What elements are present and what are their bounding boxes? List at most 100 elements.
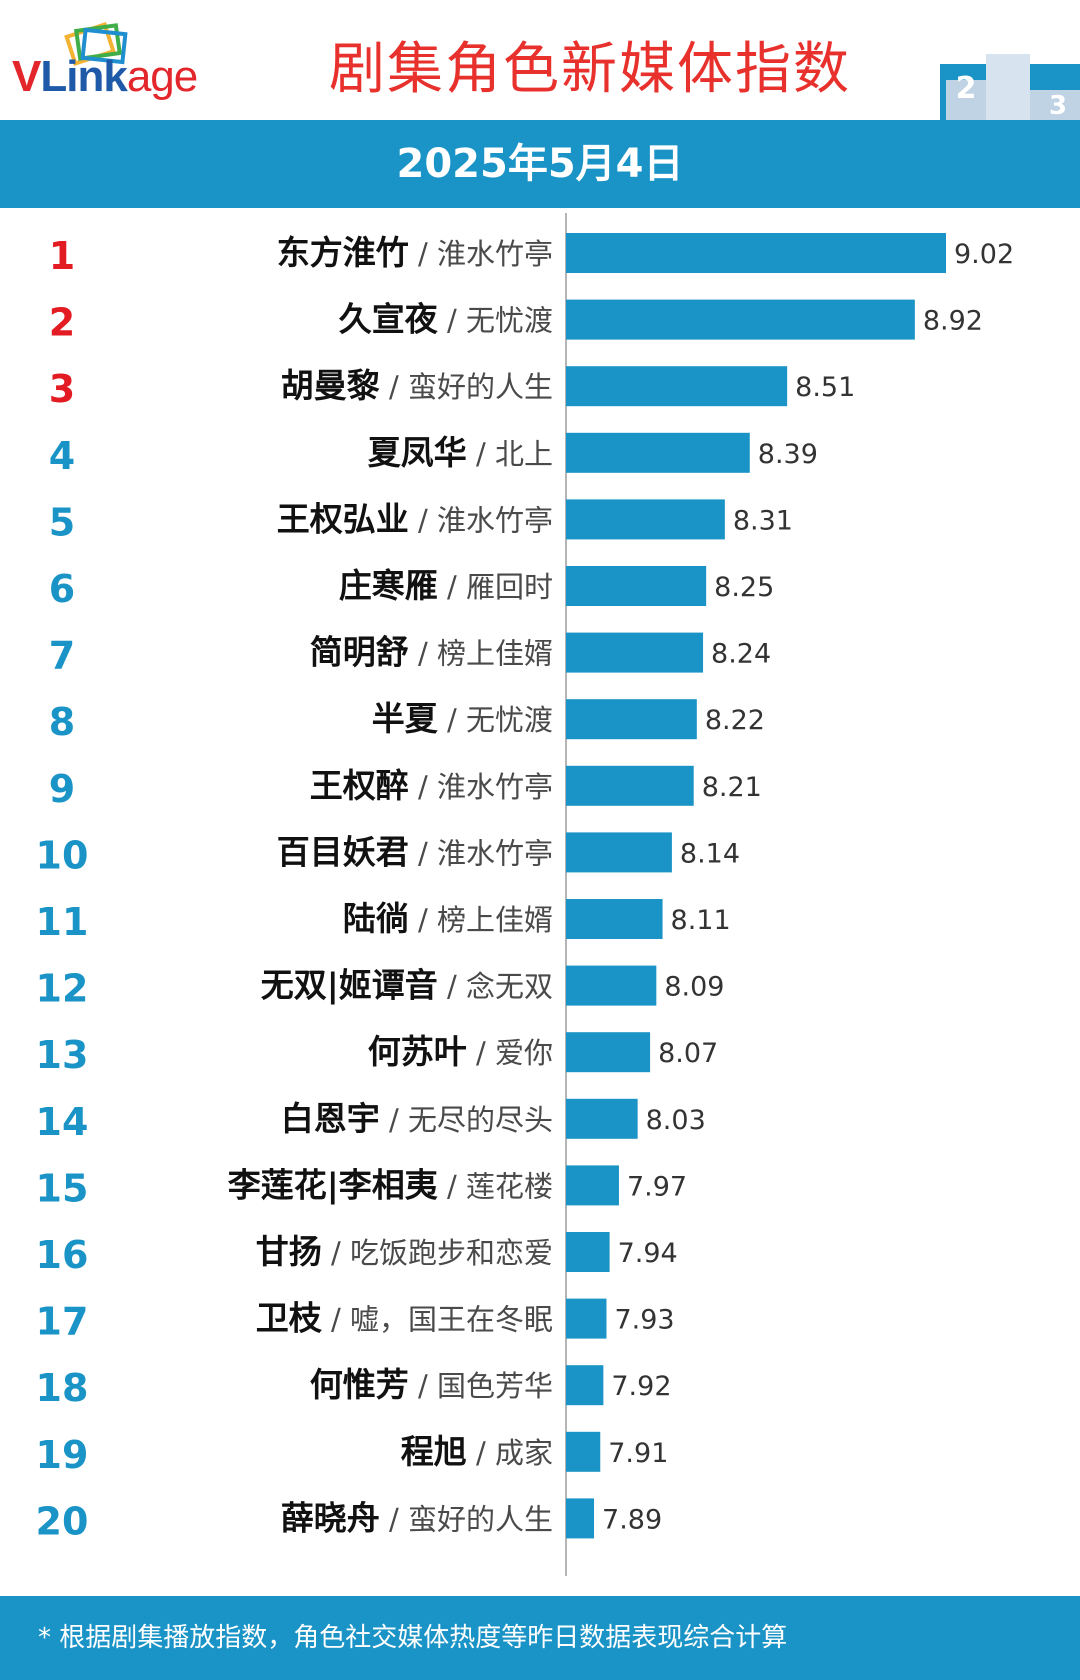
bar-value-label: 8.09 [664, 972, 724, 1003]
bar-category-label: 白恩宇 / 无尽的尽头 [281, 1099, 553, 1138]
bar [566, 1431, 601, 1472]
bar-category-label: 甘扬 / 吃饭跑步和恋爱 [256, 1232, 553, 1271]
bar-value-label: 7.89 [602, 1504, 662, 1535]
character-name: 李莲花|李相夷 [228, 1165, 438, 1204]
drama-name: / 吃饭跑步和恋爱 [322, 1236, 553, 1270]
rank-number: 3 [49, 367, 75, 411]
bar-category-label: 半夏 / 无忧渡 [372, 699, 553, 738]
bar [566, 366, 788, 407]
rank-number: 4 [49, 434, 75, 478]
bar [566, 765, 694, 806]
character-name: 夏凤华 [368, 433, 467, 472]
bar [566, 965, 657, 1006]
bar [566, 832, 672, 873]
drama-name: / 嘘，国王在冬眠 [322, 1303, 553, 1337]
bar [566, 632, 704, 673]
footer-note: * 根据剧集播放指数，角色社交媒体热度等昨日数据表现综合计算 [0, 1596, 1080, 1680]
bar [566, 1498, 595, 1539]
bar [566, 233, 946, 273]
bar-category-label: 百目妖君 / 淮水竹亭 [277, 832, 553, 871]
character-name: 半夏 [372, 699, 439, 738]
svg-text:1: 1 [998, 19, 1019, 54]
drama-name: / 莲花楼 [438, 1169, 553, 1203]
rank-number: 14 [36, 1100, 89, 1144]
drama-name: / 榜上佳婿 [409, 637, 553, 671]
bar-value-label: 9.02 [954, 239, 1014, 270]
drama-name: / 无尽的尽头 [380, 1103, 553, 1137]
drama-name: / 无忧渡 [438, 304, 553, 338]
character-name: 简明舒 [310, 633, 409, 672]
rank-number: 15 [36, 1166, 89, 1210]
svg-text:2: 2 [956, 71, 977, 106]
character-name: 王权弘业 [277, 499, 409, 538]
rank-number: 7 [49, 634, 75, 678]
bar-category-label: 王权醉 / 淮水竹亭 [310, 766, 553, 805]
drama-name: / 无忧渡 [438, 703, 553, 737]
rank-number: 9 [49, 767, 75, 811]
character-name: 东方淮竹 [277, 233, 409, 272]
rank-number: 1 [49, 234, 75, 278]
bar-value-label: 8.07 [658, 1038, 718, 1069]
bar-value-label: 8.92 [923, 306, 983, 337]
bar-value-label: 7.93 [614, 1305, 674, 1336]
character-name: 白恩宇 [281, 1099, 380, 1138]
bar-value-label: 7.94 [618, 1238, 678, 1269]
rank-number: 11 [36, 900, 89, 944]
header: VLinkage 剧集角色新媒体指数 2 1 3 [0, 0, 1080, 120]
character-name: 程旭 [401, 1432, 467, 1471]
bar [566, 566, 707, 606]
bar-category-label: 胡曼黎 / 蛮好的人生 [281, 366, 553, 405]
character-name: 久宣夜 [339, 300, 439, 339]
drama-name: / 雁回时 [438, 570, 553, 604]
rank-number: 2 [49, 301, 75, 345]
drama-name: / 爱你 [467, 1036, 553, 1070]
bar [566, 1098, 638, 1139]
bar-value-label: 7.92 [611, 1371, 671, 1402]
podium-icon: 2 1 3 [940, 19, 1080, 120]
drama-name: / 淮水竹亭 [409, 503, 553, 537]
svg-text:3: 3 [1049, 91, 1067, 120]
bar [566, 699, 697, 740]
bar-value-label: 8.24 [711, 639, 771, 670]
drama-name: / 成家 [467, 1436, 553, 1470]
rank-number: 12 [36, 967, 89, 1011]
rank-number: 16 [36, 1233, 89, 1277]
bar [566, 1298, 607, 1339]
bar-value-label: 8.22 [705, 705, 765, 736]
bar-category-label: 简明舒 / 榜上佳婿 [310, 633, 553, 672]
bar-category-label: 夏凤华 / 北上 [368, 433, 553, 472]
logo-text: VLinkage [12, 52, 198, 101]
character-name: 陆徜 [343, 899, 409, 938]
rank-number: 17 [36, 1300, 89, 1344]
drama-name: / 淮水竹亭 [409, 770, 553, 804]
bar [566, 1232, 610, 1272]
rank-number: 13 [36, 1033, 89, 1077]
character-name: 胡曼黎 [281, 366, 380, 405]
rank-number: 10 [36, 833, 89, 877]
bar [566, 299, 915, 340]
vlinkage-logo: VLinkage [12, 20, 242, 110]
bar-value-label: 8.39 [758, 439, 818, 470]
logo-mark-icon [64, 21, 128, 67]
bar-category-label: 久宣夜 / 无忧渡 [339, 300, 553, 339]
bar-category-label: 东方淮竹 / 淮水竹亭 [277, 233, 553, 272]
drama-name: / 榜上佳婿 [409, 903, 553, 937]
chart-svg: 1 东方淮竹 / 淮水竹亭 9.02 2 久宣夜 / 无忧渡 8.92 3 胡曼黎 / 蛮好的… [36, 213, 1014, 1576]
bar [566, 1165, 619, 1206]
bar-value-label: 8.03 [646, 1105, 706, 1136]
character-name: 庄寒雁 [339, 566, 438, 605]
character-name: 薛晓舟 [281, 1498, 380, 1537]
bar-category-label: 薛晓舟 / 蛮好的人生 [281, 1498, 553, 1537]
drama-name: / 国色芳华 [409, 1369, 553, 1403]
bar-category-label: 何苏叶 / 爱你 [368, 1032, 553, 1071]
bar-category-label: 程旭 / 成家 [401, 1432, 553, 1471]
rank-number: 8 [49, 700, 75, 744]
drama-name: / 淮水竹亭 [409, 237, 553, 271]
date-banner: 2025年5月4日 [0, 120, 1080, 208]
ranking-bar-chart: 1 东方淮竹 / 淮水竹亭 9.02 2 久宣夜 / 无忧渡 8.92 3 胡曼黎 / 蛮好的… [0, 208, 1080, 1588]
drama-name: / 蛮好的人生 [380, 370, 553, 404]
bar-value-label: 8.51 [795, 372, 855, 403]
bar-value-label: 8.21 [702, 772, 762, 803]
character-name: 百目妖君 [277, 832, 409, 871]
bar-value-label: 8.14 [680, 838, 740, 869]
